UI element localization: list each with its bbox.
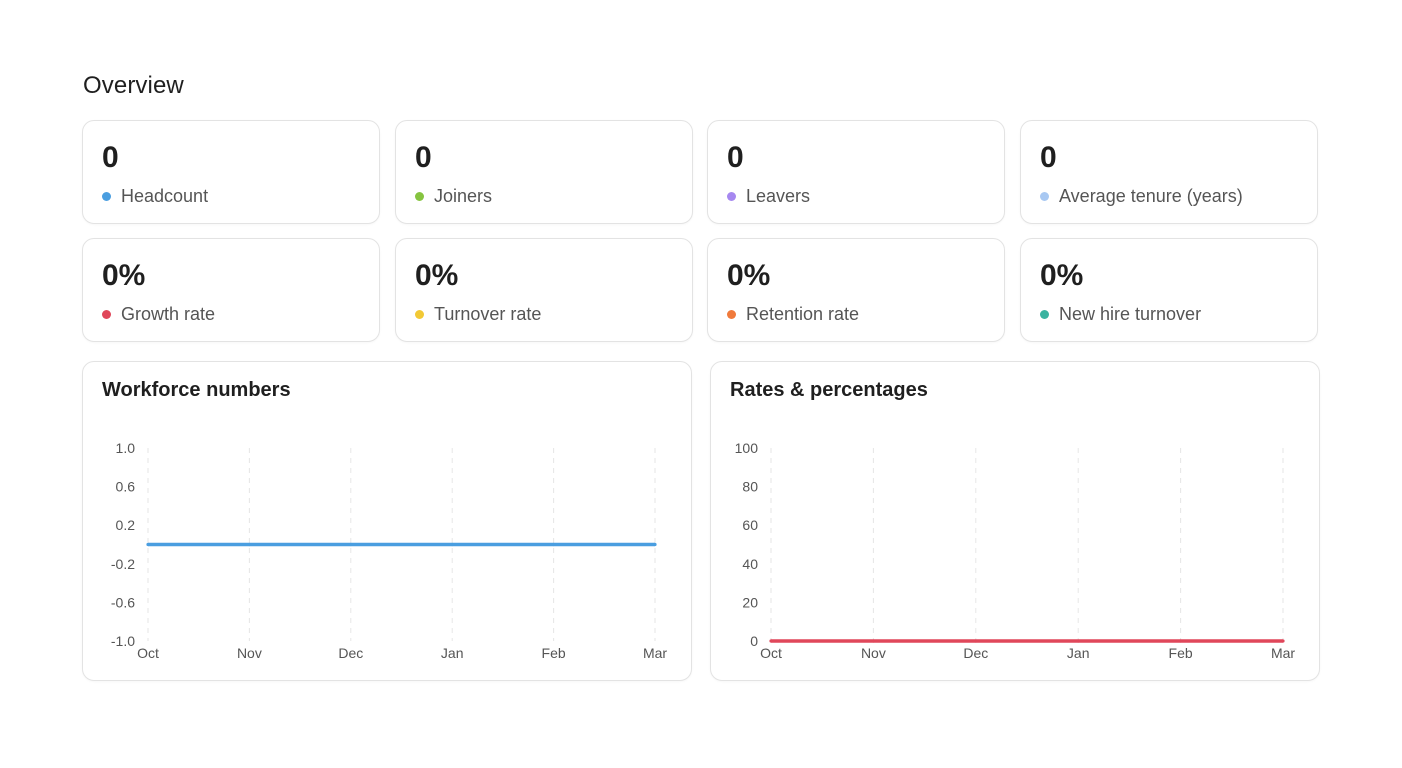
data-point: [653, 542, 657, 547]
stat-card-turnover-rate[interactable]: 0% Turnover rate: [395, 238, 693, 342]
chart-card-rates-percentages: Rates & percentages 100 80 60 40 20 0 Oct Nov De…: [710, 361, 1320, 681]
stat-value: 0%: [1040, 259, 1084, 292]
status-dot-icon: [102, 191, 111, 201]
x-tick-label: Feb: [1169, 645, 1193, 661]
x-tick-label: Dec: [963, 645, 988, 661]
y-tick-label: 100: [735, 440, 759, 456]
chart-title: Rates & percentages: [730, 379, 928, 401]
stat-card-leavers[interactable]: 0 Leavers: [707, 120, 1005, 224]
stat-label: Turnover rate: [434, 303, 542, 324]
x-tick-label: Mar: [1271, 645, 1295, 661]
status-dot-icon: [415, 191, 424, 201]
stat-value: 0: [727, 141, 744, 174]
data-point: [769, 639, 773, 643]
page-title: Overview: [83, 72, 184, 99]
chart-title: Workforce numbers: [102, 379, 291, 401]
y-tick-label: -1.0: [111, 633, 135, 649]
stat-value: 0: [102, 141, 119, 174]
y-tick-label: 1.0: [116, 440, 136, 456]
status-dot-icon: [1040, 309, 1049, 319]
y-tick-label: 0: [750, 633, 758, 649]
data-point: [871, 639, 875, 643]
stat-value: 0%: [102, 259, 146, 292]
x-tick-label: Feb: [542, 645, 566, 661]
x-tick-label: Nov: [237, 645, 262, 661]
data-point: [1076, 639, 1080, 643]
data-point: [552, 542, 556, 547]
x-tick-label: Nov: [861, 645, 886, 661]
data-point: [349, 542, 353, 547]
stat-label: Headcount: [121, 185, 209, 206]
y-tick-label: 40: [742, 556, 758, 572]
status-dot-icon: [727, 191, 736, 201]
data-point: [1281, 639, 1285, 643]
stat-card-new-hire-turnover[interactable]: 0% New hire turnover: [1020, 238, 1318, 342]
stat-card-growth-rate[interactable]: 0% Growth rate: [82, 238, 380, 342]
y-tick-label: -0.2: [111, 556, 135, 572]
stat-label: Leavers: [746, 185, 811, 206]
stat-label: Retention rate: [746, 303, 860, 324]
stat-label: Joiners: [434, 185, 493, 206]
stat-value: 0: [1040, 141, 1057, 174]
y-tick-label: 0.2: [116, 517, 136, 533]
stat-card-average-tenure[interactable]: 0 Average tenure (years): [1020, 120, 1318, 224]
data-point: [146, 542, 150, 547]
stat-value: 0%: [415, 259, 459, 292]
stat-value: 0%: [727, 259, 771, 292]
x-tick-label: Jan: [1067, 645, 1090, 661]
stat-label: Average tenure (years): [1059, 185, 1243, 206]
status-dot-icon: [415, 309, 424, 319]
chart-card-workforce-numbers: Workforce numbers 1.0 0.6 0.2 -0.2 -0.6 -1.0 O…: [82, 361, 692, 681]
status-dot-icon: [727, 309, 736, 319]
x-tick-label: Dec: [338, 645, 363, 661]
y-tick-label: -0.6: [111, 594, 135, 610]
y-tick-label: 60: [742, 517, 758, 533]
stat-card-retention-rate[interactable]: 0% Retention rate: [707, 238, 1005, 342]
stat-card-headcount[interactable]: 0 Headcount: [82, 120, 380, 224]
status-dot-icon: [1040, 191, 1049, 201]
data-point: [974, 639, 978, 643]
data-point: [450, 542, 454, 547]
y-tick-label: 0.6: [116, 479, 136, 495]
x-tick-label: Oct: [760, 645, 782, 661]
stat-card-joiners[interactable]: 0 Joiners: [395, 120, 693, 224]
x-tick-label: Mar: [643, 645, 667, 661]
data-point: [247, 542, 251, 547]
y-tick-label: 20: [742, 594, 758, 610]
stat-label: Growth rate: [121, 303, 216, 324]
stat-label: New hire turnover: [1059, 303, 1202, 324]
data-point: [1179, 639, 1183, 643]
y-tick-label: 80: [742, 479, 758, 495]
status-dot-icon: [102, 309, 111, 319]
x-tick-label: Oct: [137, 645, 159, 661]
x-tick-label: Jan: [441, 645, 464, 661]
stat-value: 0: [415, 141, 432, 174]
